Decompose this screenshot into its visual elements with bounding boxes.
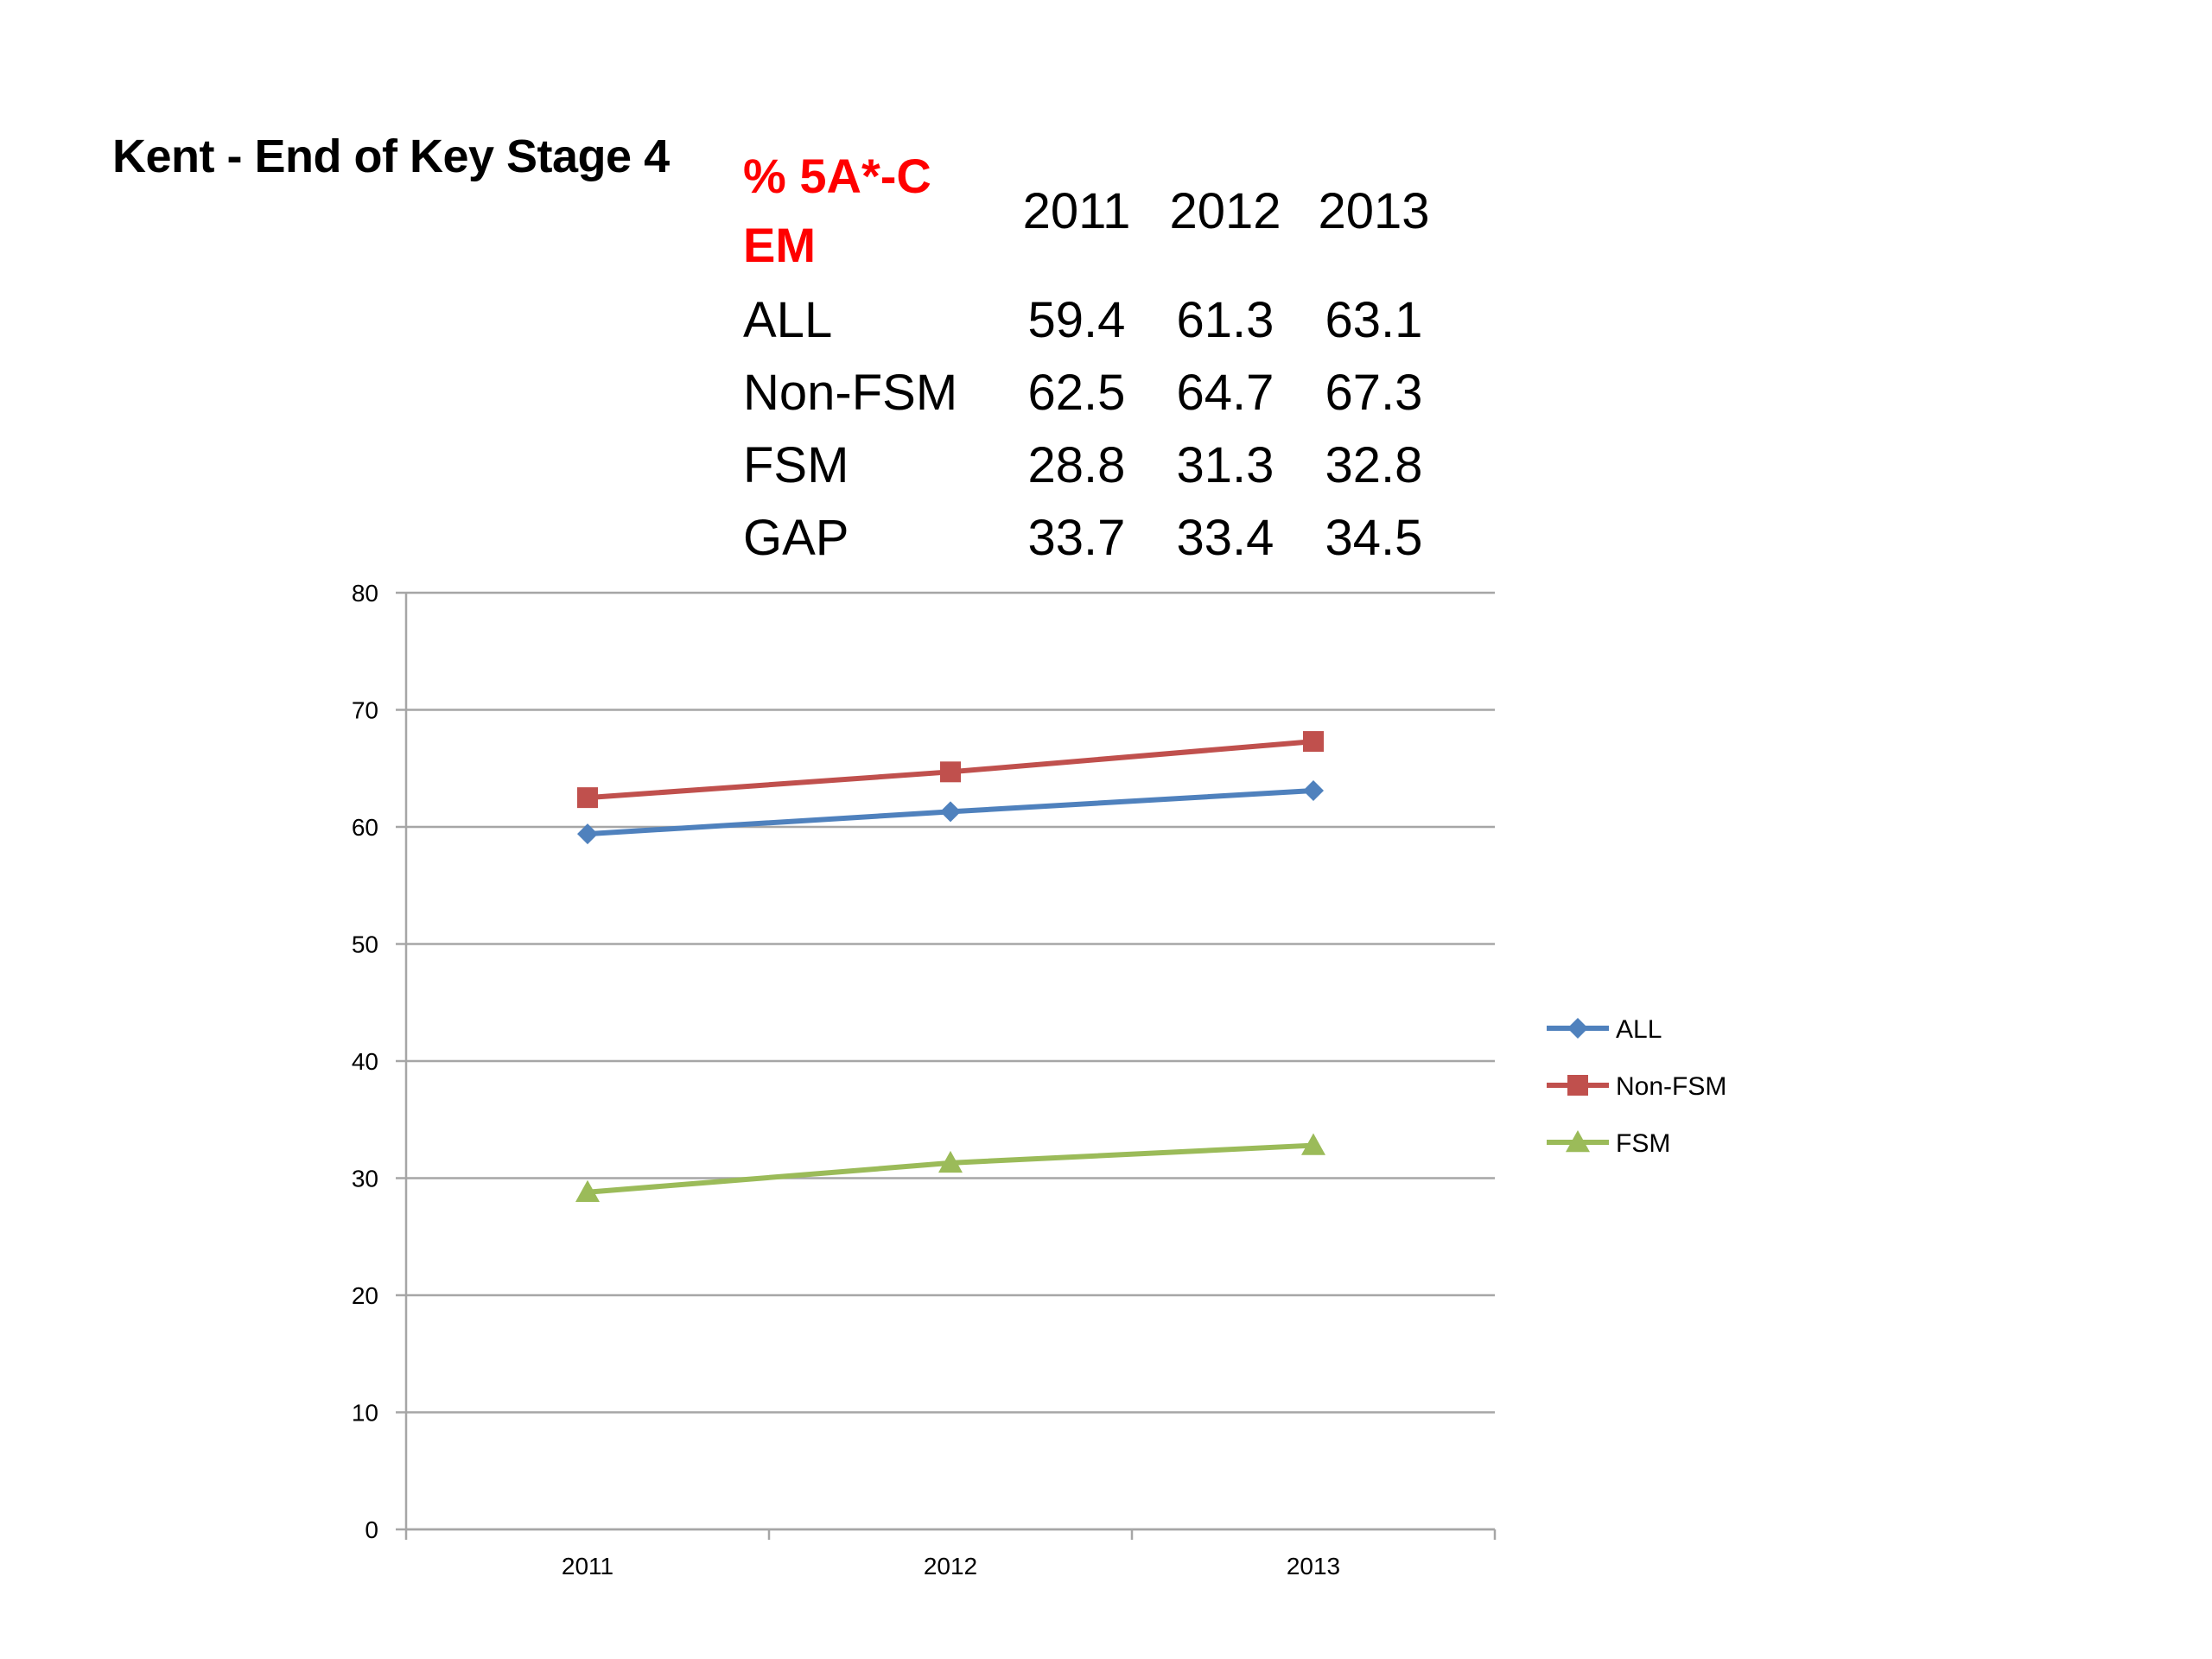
data-point-fsm bbox=[1301, 1133, 1325, 1155]
y-tick-label: 0 bbox=[365, 1516, 378, 1543]
legend-marker-all bbox=[1567, 1018, 1588, 1039]
legend-label-fsm: FSM bbox=[1616, 1129, 1670, 1158]
table-row-gap: GAP 33.7 33.4 34.5 bbox=[743, 501, 1448, 574]
table-cell: 32.8 bbox=[1325, 436, 1423, 493]
legend-marker-non-fsm bbox=[1567, 1075, 1588, 1096]
table-cell: 34.5 bbox=[1325, 509, 1423, 566]
data-point-all bbox=[940, 801, 961, 823]
data-point-non-fsm bbox=[940, 761, 961, 783]
year-header: 2011 bbox=[1022, 182, 1131, 239]
y-tick-label: 20 bbox=[352, 1282, 378, 1309]
table-cell: 33.7 bbox=[1027, 509, 1126, 566]
y-tick-label: 50 bbox=[352, 931, 378, 958]
y-tick-label: 70 bbox=[352, 697, 378, 724]
table-cell: 61.3 bbox=[1176, 291, 1274, 348]
data-point-fsm bbox=[575, 1179, 600, 1202]
row-label: GAP bbox=[743, 509, 849, 566]
table-cell: 62.5 bbox=[1027, 364, 1126, 421]
table-header-row: % 5A*-C EM 2011 2012 2013 bbox=[743, 138, 1448, 283]
data-point-all bbox=[1303, 779, 1324, 801]
data-point-non-fsm bbox=[1303, 731, 1324, 753]
legend-label-non-fsm: Non-FSM bbox=[1616, 1072, 1726, 1101]
row-label: FSM bbox=[743, 436, 849, 493]
y-tick-label: 40 bbox=[352, 1048, 378, 1075]
y-tick-label: 80 bbox=[352, 580, 378, 607]
data-point-non-fsm bbox=[577, 787, 598, 809]
page-title: Kent - End of Key Stage 4 bbox=[112, 130, 670, 182]
y-tick-label: 60 bbox=[352, 814, 378, 841]
table-cell: 31.3 bbox=[1176, 436, 1274, 493]
y-tick-label: 10 bbox=[352, 1400, 378, 1427]
metric-label: % 5A*-C EM bbox=[743, 138, 1002, 283]
data-point-all bbox=[577, 823, 598, 845]
table-cell: 63.1 bbox=[1325, 291, 1423, 348]
table-row-fsm: FSM 28.8 31.3 32.8 bbox=[743, 429, 1448, 501]
y-tick-label: 30 bbox=[352, 1166, 378, 1192]
row-label: Non-FSM bbox=[743, 364, 958, 421]
legend-label-all: ALL bbox=[1616, 1015, 1662, 1044]
metric-label-line1: % 5A*-C bbox=[743, 149, 931, 203]
table-cell: 64.7 bbox=[1176, 364, 1274, 421]
year-header: 2012 bbox=[1169, 182, 1281, 239]
table-cell: 28.8 bbox=[1027, 436, 1126, 493]
row-label: ALL bbox=[743, 291, 833, 348]
data-point-fsm bbox=[938, 1150, 963, 1173]
summary-table: % 5A*-C EM 2011 2012 2013 ALL 59.4 61.3 … bbox=[743, 138, 1448, 574]
table-cell: 67.3 bbox=[1325, 364, 1423, 421]
table-row-non-fsm: Non-FSM 62.5 64.7 67.3 bbox=[743, 356, 1448, 429]
table-cell: 59.4 bbox=[1027, 291, 1126, 348]
x-tick-label: 2013 bbox=[1287, 1553, 1340, 1580]
legend-marker-fsm bbox=[1566, 1130, 1590, 1153]
year-header: 2013 bbox=[1318, 182, 1430, 239]
table-row-all: ALL 59.4 61.3 63.1 bbox=[743, 283, 1448, 356]
metric-label-line2: EM bbox=[743, 218, 816, 272]
x-tick-label: 2011 bbox=[562, 1553, 613, 1580]
x-tick-label: 2012 bbox=[924, 1553, 977, 1580]
table-cell: 33.4 bbox=[1176, 509, 1274, 566]
